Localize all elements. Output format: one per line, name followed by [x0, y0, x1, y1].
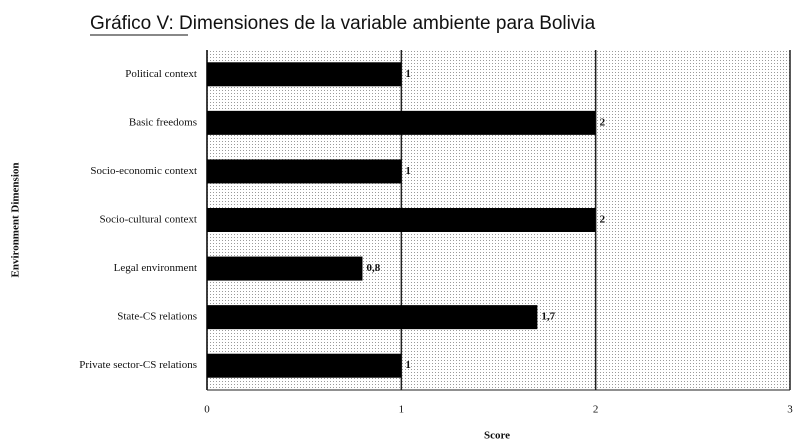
bar	[207, 256, 363, 281]
y-tick-label: Socio-economic context	[90, 165, 197, 177]
data-label: 2	[600, 116, 606, 128]
y-tick-label: Legal environment	[114, 262, 197, 274]
y-tick-label: Political context	[125, 68, 197, 80]
bar	[207, 305, 538, 330]
data-label: 0,8	[366, 262, 380, 274]
y-tick-label: Basic freedoms	[129, 116, 197, 128]
y-tick-label: Private sector-CS relations	[79, 359, 197, 371]
x-tick-label: 2	[593, 404, 599, 416]
chart-title: Gráfico V: Dimensiones de la variable am…	[90, 13, 596, 34]
data-label: 1	[405, 359, 411, 371]
bar	[207, 159, 402, 184]
x-tick-label: 1	[399, 404, 405, 416]
data-label: 1	[405, 68, 411, 80]
bar	[207, 353, 402, 378]
data-label: 2	[600, 214, 606, 226]
y-axis-label: Environment Dimension	[10, 162, 22, 277]
bar	[207, 208, 596, 232]
bar	[207, 62, 402, 87]
y-tick-label: Socio-cultural context	[100, 214, 197, 226]
data-label: 1,7	[541, 311, 555, 323]
data-label: 1	[405, 165, 411, 177]
y-tick-label: State-CS relations	[117, 311, 197, 323]
x-tick-label: 0	[204, 404, 210, 416]
bar	[207, 110, 596, 135]
x-axis-label: Score	[484, 430, 510, 442]
x-tick-label: 3	[787, 404, 793, 416]
